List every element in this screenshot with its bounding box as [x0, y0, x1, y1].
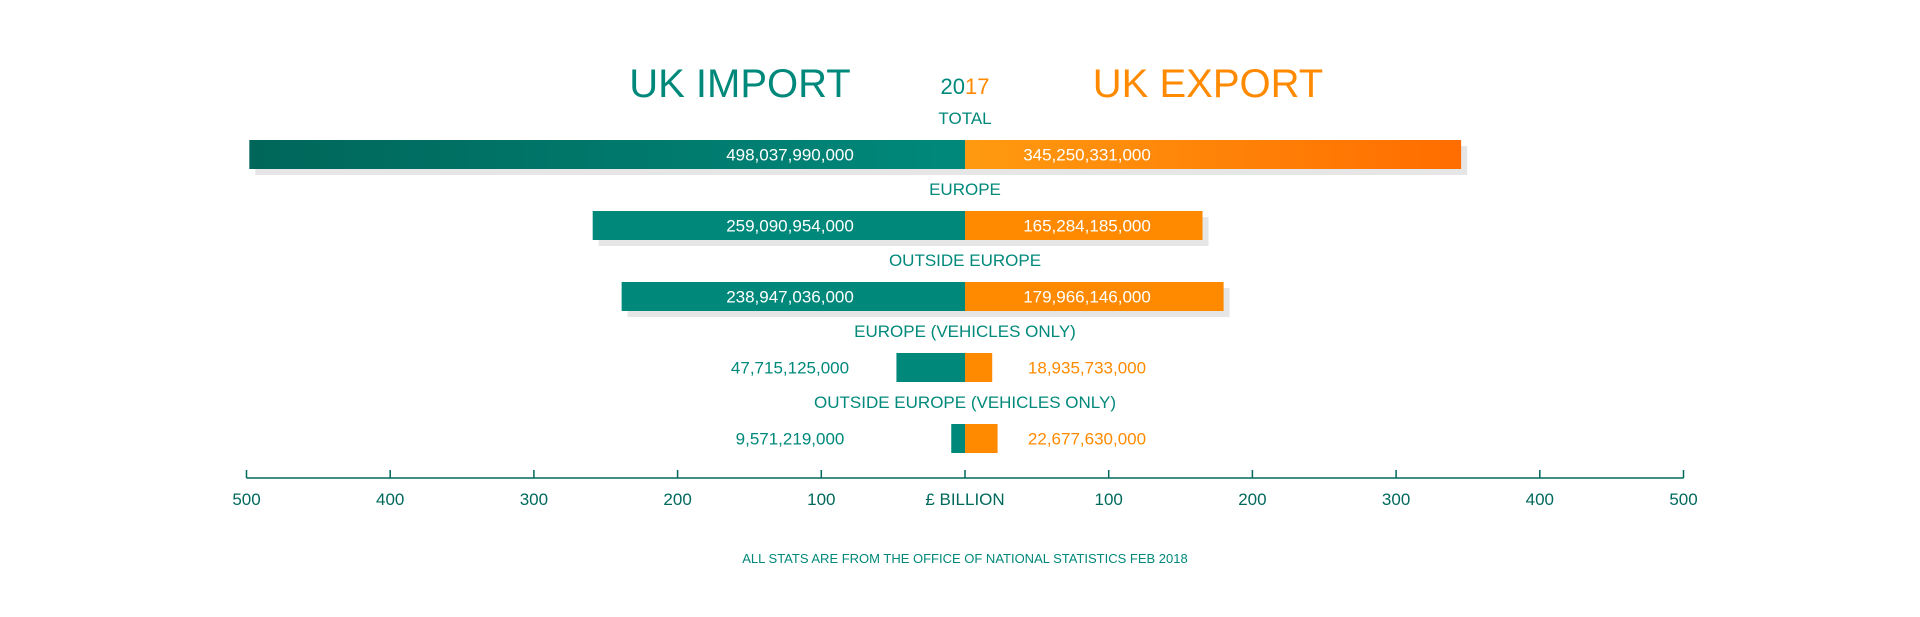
import-value-label: 47,715,125,000	[731, 359, 849, 378]
right-tick-label: 400	[1526, 490, 1554, 509]
year-part-2: 17	[965, 74, 989, 99]
center-tick-label: £ BILLION	[925, 490, 1004, 509]
source-note: ALL STATS ARE FROM THE OFFICE OF NATIONA…	[742, 551, 1187, 566]
import-bar	[249, 140, 966, 169]
left-tick-label: 400	[376, 490, 404, 509]
export-bar	[965, 353, 993, 382]
export-title: UK EXPORT	[1093, 62, 1323, 106]
export-value-label: 179,966,146,000	[1023, 288, 1151, 307]
right-tick-label: 100	[1095, 490, 1123, 509]
left-tick-label: 300	[520, 490, 548, 509]
x-axis: 500 400 300 200 100 £ BILLION 100 200 300 400 500	[232, 470, 1698, 509]
category-label: OUTSIDE EUROPE (VEHICLES ONLY)	[814, 393, 1116, 412]
import-value-label: 498,037,990,000	[726, 146, 854, 165]
import-bar	[951, 424, 965, 453]
export-bar	[965, 140, 1462, 169]
export-bar	[965, 424, 998, 453]
category-label: OUTSIDE EUROPE	[889, 251, 1041, 270]
export-value-label: 18,935,733,000	[1028, 359, 1146, 378]
year-label: 2017	[941, 74, 990, 99]
export-value-label: 22,677,630,000	[1028, 430, 1146, 449]
import-bar	[621, 282, 965, 311]
import-value-label: 238,947,036,000	[726, 288, 854, 307]
import-title: UK IMPORT	[629, 62, 851, 106]
category-label: EUROPE	[929, 180, 1001, 199]
export-bar	[965, 211, 1203, 240]
category-label: EUROPE (VEHICLES ONLY)	[854, 322, 1076, 341]
year-part-1: 20	[941, 74, 965, 99]
category-label: TOTAL	[938, 109, 991, 128]
bars-group: TOTAL 498,037,990,000 345,250,331,000 EUROP…	[249, 109, 1468, 453]
export-value-label: 165,284,185,000	[1023, 217, 1151, 236]
left-tick-label: 500	[232, 490, 260, 509]
right-tick-label: 500	[1669, 490, 1697, 509]
right-tick-label: 300	[1382, 490, 1410, 509]
import-bar	[896, 353, 965, 382]
export-bar	[965, 282, 1224, 311]
export-value-label: 345,250,331,000	[1023, 146, 1151, 165]
left-tick-label: 100	[807, 490, 835, 509]
left-tick-label: 200	[663, 490, 691, 509]
import-value-label: 9,571,219,000	[736, 430, 845, 449]
import-bar	[592, 211, 965, 240]
right-tick-label: 200	[1238, 490, 1266, 509]
import-value-label: 259,090,954,000	[726, 217, 854, 236]
